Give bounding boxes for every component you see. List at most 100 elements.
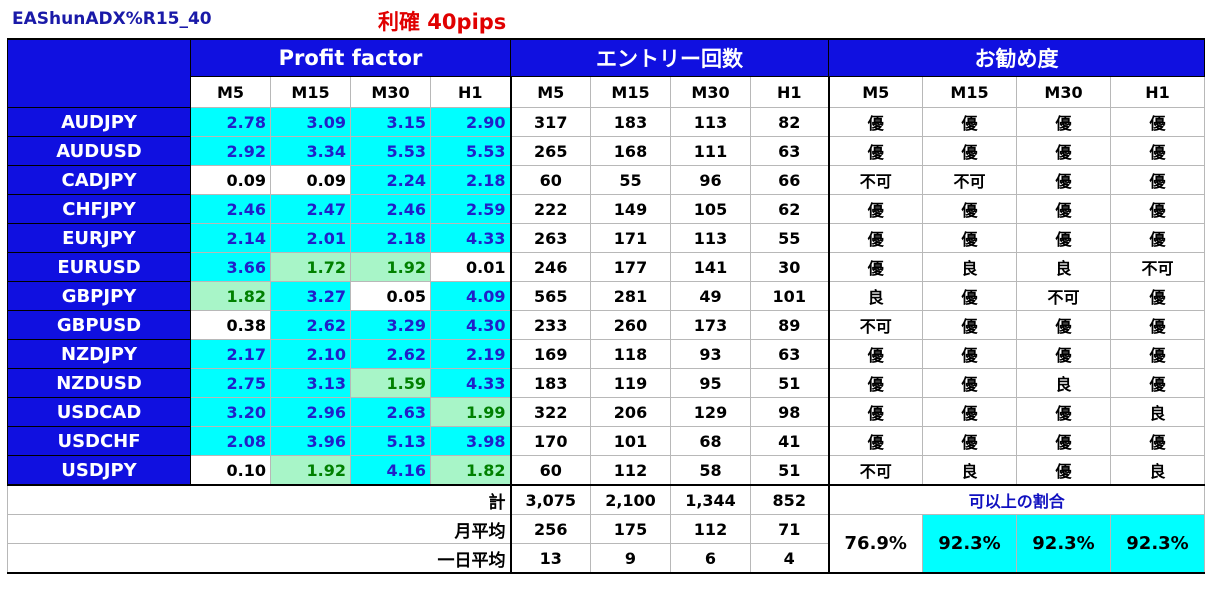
entry-count-cell: 89 [750, 310, 829, 340]
recommendation-cell: 優 [827, 223, 923, 253]
profit-factor-cell: 2.62 [350, 339, 431, 369]
entry-count-cell: 63 [750, 136, 829, 166]
profit-factor-cell: 2.78 [190, 107, 271, 137]
table-row: USDJPY 0.10 1.92 4.16 1.82 60 112 58 51 不可良優良 [7, 455, 1205, 486]
timeframe-header-h1: H1 [430, 76, 511, 108]
acceptable-ratio-cell: 92.3% [922, 514, 1017, 574]
profit-factor-cell: 1.59 [350, 368, 431, 398]
profit-factor-cell: 3.34 [270, 136, 351, 166]
profit-factor-cell: 2.14 [190, 223, 271, 253]
profit-factor-cell: 1.72 [270, 252, 351, 282]
entry-count-cell: 93 [670, 339, 751, 369]
recommendation-cell: 不可 [827, 165, 923, 195]
profit-factor-cell: 2.10 [270, 339, 351, 369]
entry-count-cell: 565 [509, 281, 591, 311]
table-row: CHFJPY 2.46 2.47 2.46 2.59 222 149 105 62 優優優優 [7, 194, 1205, 224]
entry-count-cell: 60 [509, 455, 591, 486]
take-profit-label: 利確 40pips [378, 10, 507, 34]
entry-count-cell: 60 [509, 165, 591, 195]
entry-count-cell: 82 [750, 107, 829, 137]
entry-count-cell: 183 [590, 107, 671, 137]
profit-factor-cell: 3.98 [430, 426, 511, 456]
monthly-average-row: 月平均 256 175 112 71 76.9% 92.3% 92.3% 92.3% [7, 514, 1205, 574]
recommendation-cell: 優 [922, 339, 1017, 369]
table-row: NZDJPY 2.17 2.10 2.62 2.19 169 118 93 63 優優優優 [7, 339, 1205, 369]
recommendation-cell: 優 [1016, 194, 1111, 224]
table-row: EURUSD 3.66 1.72 1.92 0.01 246 177 141 30 優良良不可 [7, 252, 1205, 282]
acceptable-ratio-cell: 92.3% [1016, 514, 1111, 574]
profit-factor-cell: 5.53 [430, 136, 511, 166]
monthly-average-label: 月平均 [7, 514, 511, 544]
currency-pair-label: CHFJPY [7, 194, 191, 224]
profit-factor-cell: 4.30 [430, 310, 511, 340]
pair-header-cell [7, 38, 191, 108]
recommendation-cell: 優 [827, 368, 923, 398]
entry-count-cell: 129 [670, 397, 751, 427]
table-row: CADJPY 0.09 0.09 2.24 2.18 60 55 96 66 不可 不可優優 [7, 165, 1205, 195]
daily-average-cell: 9 [590, 543, 671, 574]
entry-count-cell: 113 [670, 107, 751, 137]
entry-count-cell: 233 [509, 310, 591, 340]
recommendation-cell: 優 [1016, 223, 1111, 253]
recommendation-cell: 優 [1110, 107, 1205, 137]
entry-count-cell: 58 [670, 455, 751, 486]
timeframe-header-m15: M15 [590, 76, 671, 108]
recommendation-cell: 優 [1110, 165, 1205, 195]
entry-count-cell: 149 [590, 194, 671, 224]
profit-factor-cell: 0.09 [190, 165, 271, 195]
profit-factor-cell: 3.09 [270, 107, 351, 137]
recommendation-cell: 不可 [922, 165, 1017, 195]
profit-factor-cell: 0.01 [430, 252, 511, 282]
currency-pair-label: AUDUSD [7, 136, 191, 166]
profit-factor-header: Profit factor [190, 38, 511, 77]
profit-factor-cell: 0.10 [190, 455, 271, 486]
timeframe-header-m30: M30 [1016, 76, 1111, 108]
timeframe-header-row: M5 M15 M30 H1 M5 M15 M30 H1 M5 M15 M30 H1 [8, 76, 1205, 108]
profit-factor-cell: 3.15 [350, 107, 431, 137]
profit-factor-cell: 1.92 [350, 252, 431, 282]
recommendation-cell: 優 [1110, 136, 1205, 166]
entry-count-cell: 62 [750, 194, 829, 224]
entry-count-cell: 317 [509, 107, 591, 137]
timeframe-header-h1: H1 [1110, 76, 1205, 108]
recommendation-cell: 優 [922, 136, 1017, 166]
recommendation-cell: 優 [922, 194, 1017, 224]
profit-factor-cell: 2.96 [270, 397, 351, 427]
currency-pair-label: USDCHF [7, 426, 191, 456]
recommendation-cell: 良 [922, 252, 1017, 282]
entry-count-cell: 98 [750, 397, 829, 427]
profit-factor-cell: 2.01 [270, 223, 351, 253]
acceptable-ratio-label: 可以上の割合 [827, 484, 1205, 515]
profit-factor-cell: 5.53 [350, 136, 431, 166]
recommendation-cell: 良 [1110, 455, 1205, 486]
total-entry-cell: 3,075 [509, 484, 591, 515]
entry-count-cell: 246 [509, 252, 591, 282]
recommendation-cell: 優 [922, 223, 1017, 253]
entry-count-cell: 173 [670, 310, 751, 340]
profit-factor-cell: 2.46 [350, 194, 431, 224]
recommendation-cell: 優 [1016, 310, 1111, 340]
daily-average-cell: 6 [670, 543, 751, 574]
total-row: 計 3,075 2,100 1,344 852 可以上の割合 [7, 484, 1205, 515]
recommendation-cell: 優 [1110, 194, 1205, 224]
recommendation-cell: 良 [1110, 397, 1205, 427]
profit-factor-cell: 4.09 [430, 281, 511, 311]
recommendation-cell: 優 [922, 426, 1017, 456]
entry-count-cell: 55 [590, 165, 671, 195]
entry-count-cell: 30 [750, 252, 829, 282]
acceptable-ratio-cell: 92.3% [1110, 514, 1205, 574]
total-entry-cell: 852 [750, 484, 829, 515]
profit-factor-cell: 2.18 [350, 223, 431, 253]
entry-count-cell: 41 [750, 426, 829, 456]
entry-count-cell: 95 [670, 368, 751, 398]
recommendation-cell: 不可 [1016, 281, 1111, 311]
profit-factor-cell: 3.20 [190, 397, 271, 427]
currency-pair-label: GBPJPY [7, 281, 191, 311]
profit-factor-cell: 4.33 [430, 223, 511, 253]
daily-average-row: 一日平均 13 9 6 4 [7, 543, 1205, 574]
recommendation-cell: 優 [827, 426, 923, 456]
entry-count-cell: 177 [590, 252, 671, 282]
entry-count-cell: 68 [670, 426, 751, 456]
entry-count-cell: 169 [509, 339, 591, 369]
entry-count-cell: 170 [509, 426, 591, 456]
